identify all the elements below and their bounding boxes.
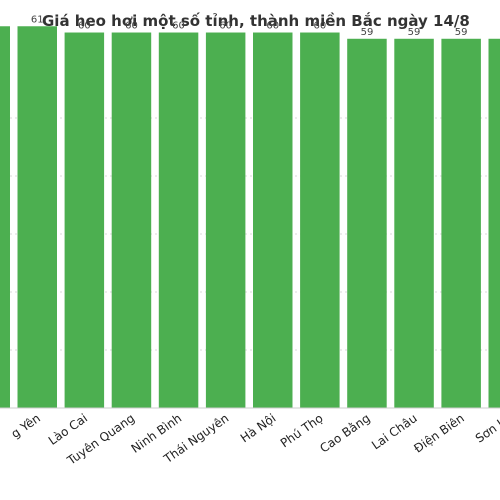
value-label: 60 [78,21,91,32]
bar [394,38,434,408]
value-label: 60 [266,21,279,32]
bar [347,38,387,408]
bar [64,32,105,409]
value-label: 60 [219,21,232,32]
value-label: 60 [172,21,185,32]
bar-leading [0,26,10,409]
value-label: 59 [408,27,421,38]
chart-title: Giá heo hơi một số tỉnh, thành miền Bắc … [42,11,470,30]
bar [253,32,293,409]
bar [17,26,57,409]
bar [300,32,340,409]
bars [0,26,500,409]
bar [205,32,246,409]
bar [441,38,481,408]
x-tick-label: Sơn La [473,411,500,446]
bar [111,32,152,409]
x-tick-label: Điện Biên [411,411,467,456]
x-tick-label: Hà Nội [238,411,279,445]
bar [488,38,500,408]
value-label: 60 [125,21,138,32]
bar [158,32,199,409]
value-label: 59 [361,27,374,38]
value-label: 60 [313,21,326,32]
x-tick-label: Cao Bằng [317,411,372,456]
value-label: 61 [31,14,44,25]
value-labels: 61 60 60 60 60 60 60 59 59 59 [31,14,468,38]
x-tick-label: g Yên [9,411,43,441]
value-label: 59 [455,27,468,38]
